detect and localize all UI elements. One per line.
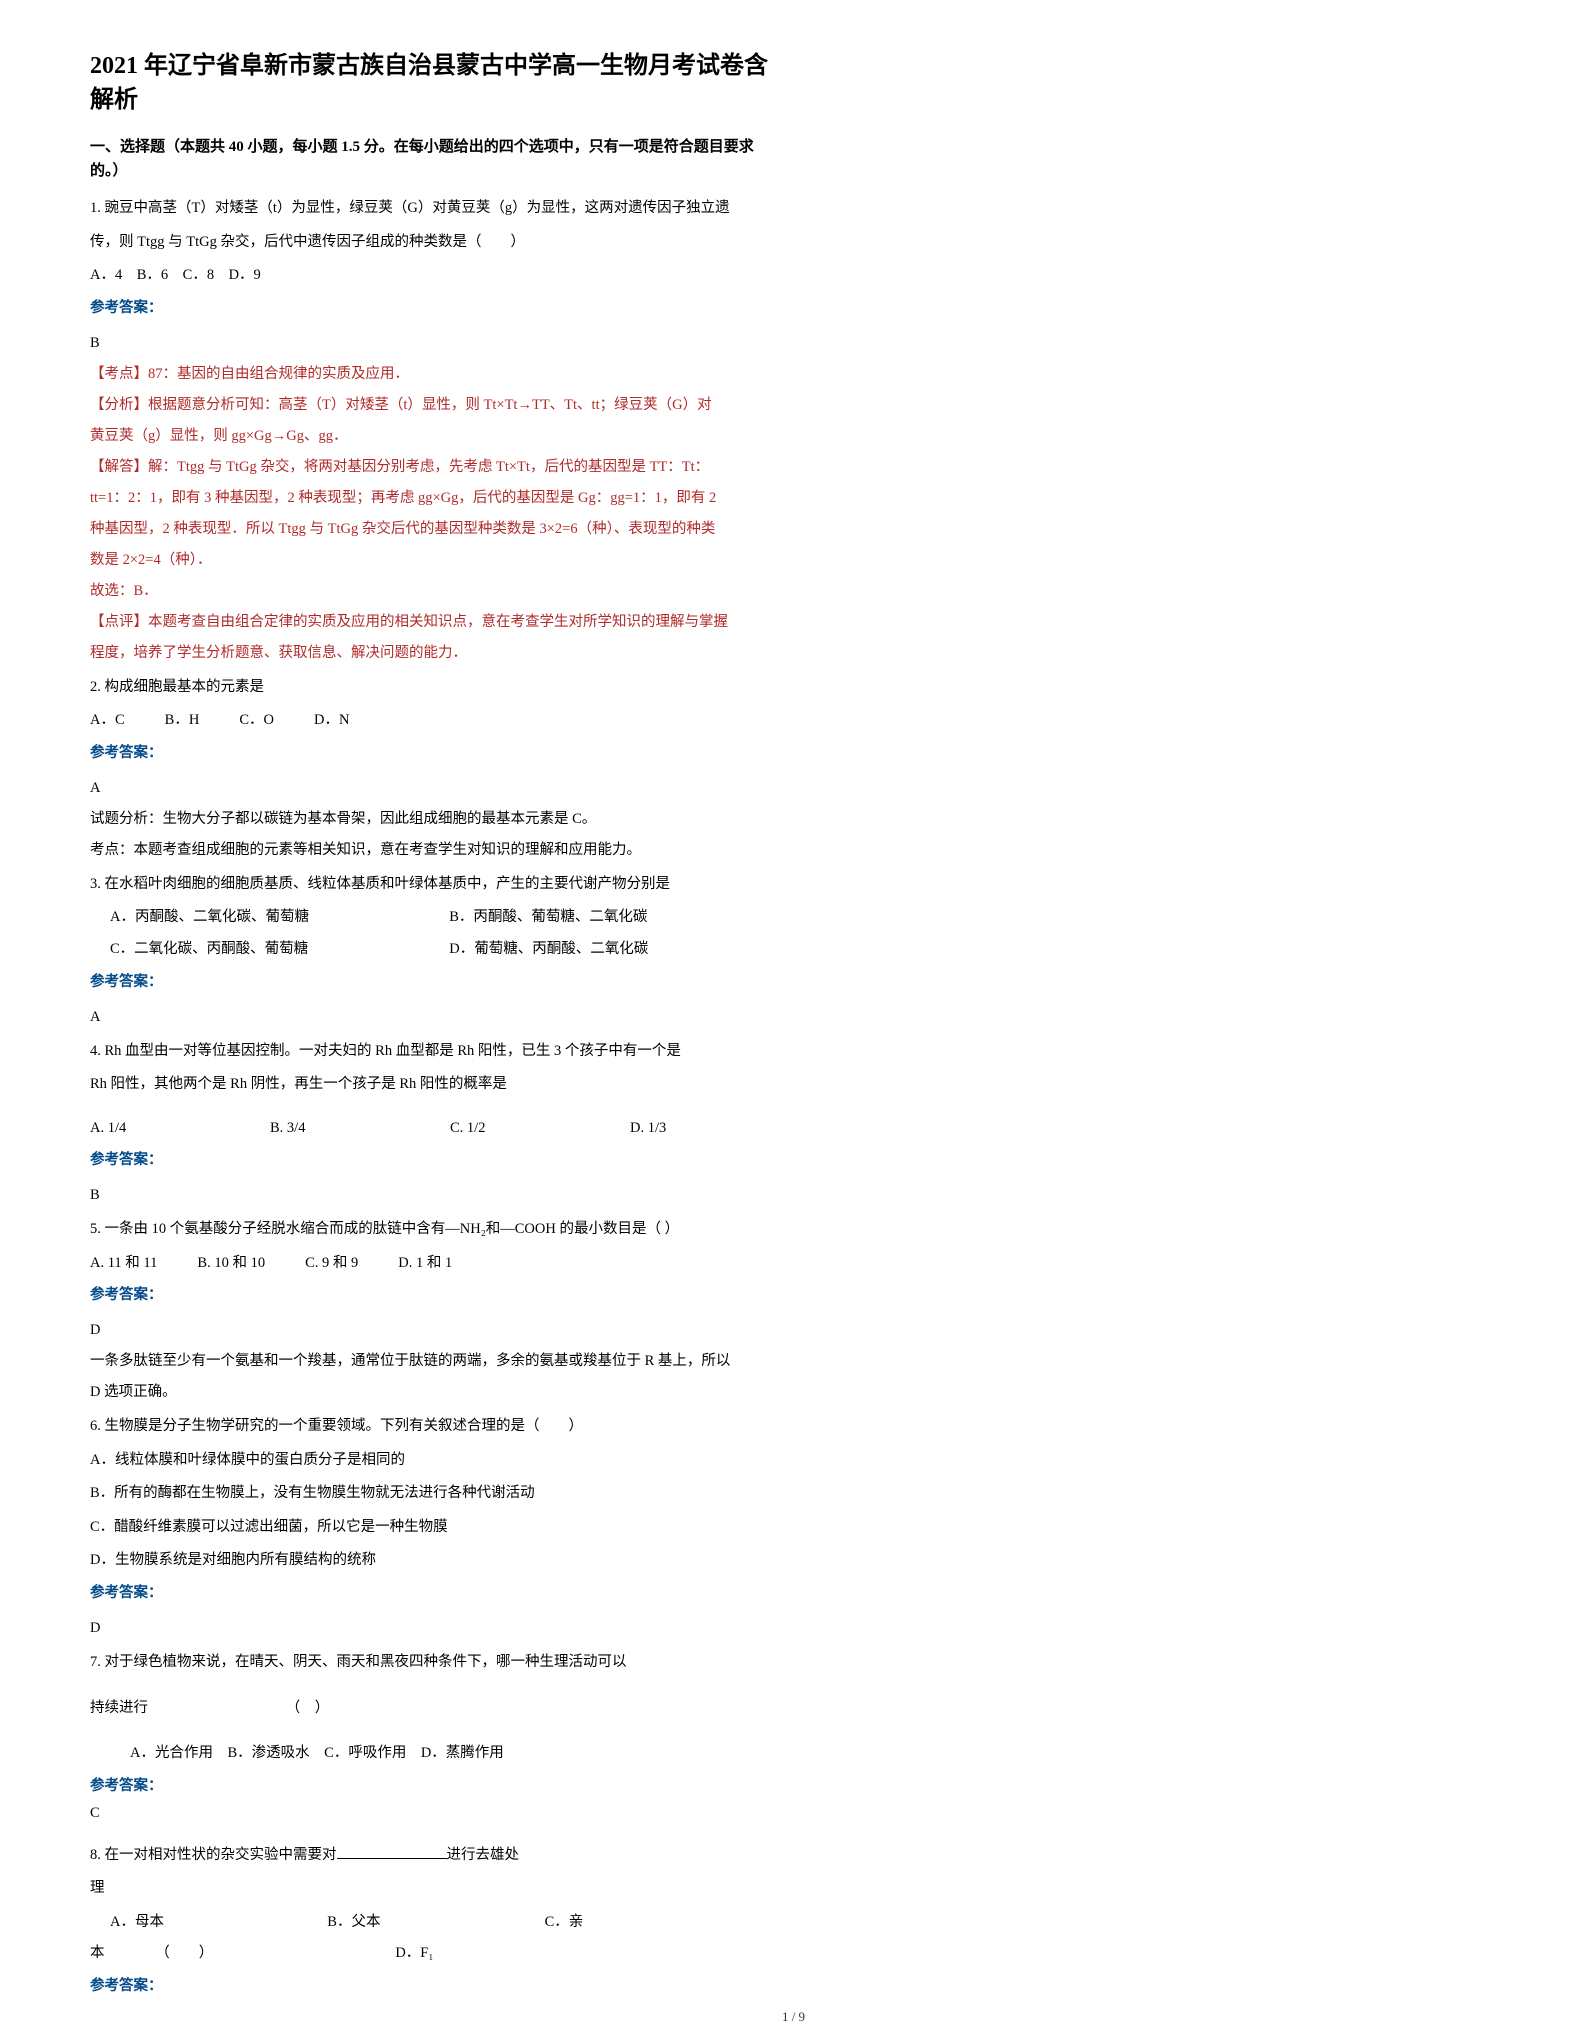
q1-stem: 1. 豌豆中高茎（T）对矮茎（t）为显性，绿豆荚（G）对黄豆荚（g）为显性，这两…	[90, 195, 769, 223]
q1-exp-9: 【点评】本题考查自由组合定律的实质及应用的相关知识点，意在考查学生对所学知识的理…	[90, 608, 769, 637]
q3-opt-c: C．二氧化碳、丙酮酸、葡萄糖	[90, 936, 449, 964]
q6-stem: 6. 生物膜是分子生物学研究的一个重要领域。下列有关叙述合理的是（ ）	[90, 1413, 769, 1441]
q7-answer: C	[90, 1799, 769, 1828]
answer-label: 参考答案：	[90, 1283, 769, 1304]
q1-exp-10: 程度，培养了学生分析题意、获取信息、解决问题的能力．	[90, 639, 769, 668]
answer-label: 参考答案：	[90, 296, 769, 317]
answer-label: 参考答案：	[90, 1974, 769, 1995]
q1-exp-2: 【分析】根据题意分析可知：高茎（T）对矮茎（t）显性，则 Tt×Tt→TT、Tt…	[90, 391, 769, 420]
q8-stem-post: 进行去雄处	[447, 1847, 520, 1863]
q1-exp-7: 数是 2×2=4（种）．	[90, 546, 769, 575]
section-header: 一、选择题（本题共 40 小题，每小题 1.5 分。在每小题给出的四个选项中，只…	[90, 135, 769, 183]
q8-tail: 理	[90, 1875, 769, 1903]
q1-answer: B	[90, 329, 769, 358]
q8-tail2a: 本 （ ）	[90, 1940, 395, 1968]
q8-stem-pre: 8. 在一对相对性状的杂交实验中需要对	[90, 1847, 337, 1863]
q3-options-row2: C．二氧化碳、丙酮酸、葡萄糖 D．葡萄糖、丙酮酸、二氧化碳	[90, 936, 769, 964]
q2-stem: 2. 构成细胞最基本的元素是	[90, 674, 769, 702]
q1-exp-8: 故选：B．	[90, 577, 769, 606]
q8-options-row1: A．母本 B．父本 C．亲	[90, 1909, 769, 1937]
q4-opt-d: D. 1/3	[630, 1115, 770, 1143]
q1-exp-1: 【考点】87：基因的自由组合规律的实质及应用．	[90, 360, 769, 389]
answer-label: 参考答案：	[90, 1581, 769, 1602]
q4-opt-b: B. 3/4	[270, 1115, 410, 1143]
q4-options: A. 1/4 B. 3/4 C. 1/2 D. 1/3	[90, 1115, 769, 1143]
q8-tail2b: D．F₁	[395, 1940, 433, 1968]
q5-opt-a: A. 11 和 11	[90, 1250, 157, 1278]
q2-opt-a: A．C	[90, 707, 125, 735]
q6-answer: D	[90, 1614, 769, 1643]
q2-opt-c: C．O	[239, 707, 274, 735]
page-title: 2021 年辽宁省阜新市蒙古族自治县蒙古中学高一生物月考试卷含解析	[90, 50, 769, 117]
page-number: 1 / 9	[90, 2009, 1497, 2025]
q8-stem: 8. 在一对相对性状的杂交实验中需要对 进行去雄处	[90, 1842, 769, 1870]
q5-stem: 5. 一条由 10 个氨基酸分子经脱水缩合而成的肽链中含有—NH₂和—COOH …	[90, 1216, 769, 1244]
q4-opt-a: A. 1/4	[90, 1115, 230, 1143]
q7-stem: 7. 对于绿色植物来说，在晴天、阴天、雨天和黑夜四种条件下，哪一种生理活动可以	[90, 1649, 769, 1677]
q8-opt-a: A．母本	[110, 1909, 327, 1937]
q8-opt-c: C．亲	[545, 1909, 584, 1937]
q3-opt-b: B．丙酮酸、葡萄糖、二氧化碳	[449, 904, 647, 932]
q5-opt-b: B. 10 和 10	[197, 1250, 265, 1278]
q2-opt-d: D．N	[314, 707, 349, 735]
q6-opt-b: B．所有的酶都在生物膜上，没有生物膜生物就无法进行各种代谢活动	[90, 1480, 769, 1508]
q6-opt-a: A．线粒体膜和叶绿体膜中的蛋白质分子是相同的	[90, 1447, 769, 1475]
answer-label: 参考答案：	[90, 1774, 769, 1795]
q3-opt-a: A．丙酮酸、二氧化碳、葡萄糖	[90, 904, 449, 932]
q2-opt-b: B．H	[165, 707, 200, 735]
answer-label: 参考答案：	[90, 1148, 769, 1169]
answer-label: 参考答案：	[90, 741, 769, 762]
q1-exp-6: 种基因型，2 种表现型．所以 Ttgg 与 TtGg 杂交后代的基因型种类数是 …	[90, 515, 769, 544]
q1-exp-4: 【解答】解：Ttgg 与 TtGg 杂交，将两对基因分别考虑，先考虑 Tt×Tt…	[90, 453, 769, 482]
q8-options-row2: 本 （ ） D．F₁	[90, 1940, 769, 1968]
q5-options: A. 11 和 11 B. 10 和 10 C. 9 和 9 D. 1 和 1	[90, 1250, 769, 1278]
q2-exp-2: 考点：本题考查组成细胞的元素等相关知识，意在考查学生对知识的理解和应用能力。	[90, 836, 769, 865]
q3-options-row1: A．丙酮酸、二氧化碳、葡萄糖 B．丙酮酸、葡萄糖、二氧化碳	[90, 904, 769, 932]
q6-opt-c: C．醋酸纤维素膜可以过滤出细菌，所以它是一种生物膜	[90, 1514, 769, 1542]
q1-exp-5: tt=1：2：1，即有 3 种基因型，2 种表现型；再考虑 gg×Gg，后代的基…	[90, 484, 769, 513]
q1-stem-b: 传，则 Ttgg 与 TtGg 杂交，后代中遗传因子组成的种类数是（ ）	[90, 229, 769, 257]
q4-opt-c: C. 1/2	[450, 1115, 590, 1143]
q1-options: A．4 B．6 C．8 D．9	[90, 262, 769, 290]
q4-stem-b: Rh 阳性，其他两个是 Rh 阴性，再生一个孩子是 Rh 阳性的概率是	[90, 1071, 769, 1099]
q6-opt-d: D．生物膜系统是对细胞内所有膜结构的统称	[90, 1547, 769, 1575]
q5-opt-d: D. 1 和 1	[398, 1250, 452, 1278]
q7-tail: 持续进行 （ ）	[90, 1695, 769, 1723]
q4-stem-a: 4. Rh 血型由一对等位基因控制。一对夫妇的 Rh 血型都是 Rh 阳性，已生…	[90, 1038, 769, 1066]
q5-exp-1: 一条多肽链至少有一个氨基和一个羧基，通常位于肽链的两端，多余的氨基或羧基位于 R…	[90, 1347, 769, 1376]
q2-options: A．C B．H C．O D．N	[90, 707, 769, 735]
q3-stem: 3. 在水稻叶肉细胞的细胞质基质、线粒体基质和叶绿体基质中，产生的主要代谢产物分…	[90, 871, 769, 899]
q3-opt-d: D．葡萄糖、丙酮酸、二氧化碳	[449, 936, 648, 964]
q5-answer: D	[90, 1316, 769, 1345]
q1-exp-3: 黄豆荚（g）显性，则 gg×Gg→Gg、gg．	[90, 422, 769, 451]
q4-answer: B	[90, 1181, 769, 1210]
q3-answer: A	[90, 1003, 769, 1032]
q8-opt-b: B．父本	[327, 1909, 544, 1937]
q5-opt-c: C. 9 和 9	[305, 1250, 358, 1278]
answer-label: 参考答案：	[90, 970, 769, 991]
q5-exp-2: D 选项正确。	[90, 1378, 769, 1407]
q7-options: A．光合作用 B．渗透吸水 C．呼吸作用 D．蒸腾作用	[90, 1740, 769, 1768]
q2-answer: A	[90, 774, 769, 803]
q2-exp-1: 试题分析：生物大分子都以碳链为基本骨架，因此组成细胞的最基本元素是 C。	[90, 805, 769, 834]
blank	[337, 1845, 447, 1859]
